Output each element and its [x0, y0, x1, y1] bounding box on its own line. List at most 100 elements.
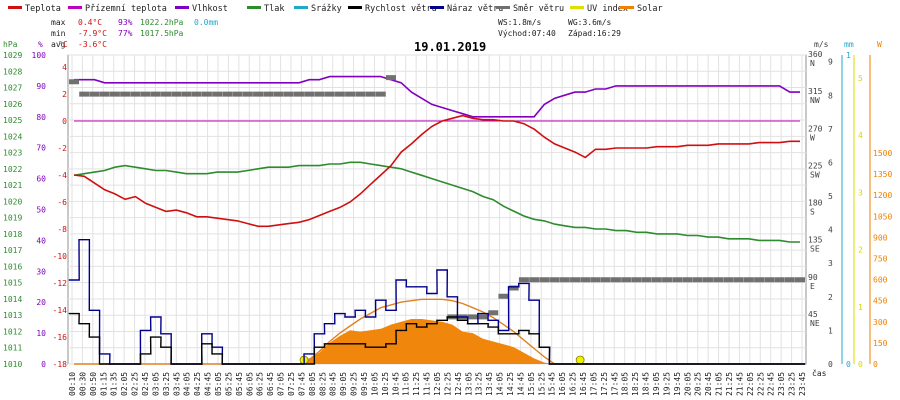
wind-dir-marker	[518, 277, 529, 283]
x-tick-label: 14:25	[506, 372, 515, 396]
temp-tick-label: -8	[57, 225, 67, 234]
wind-dir-marker	[600, 277, 611, 283]
x-tick-label: 05:05	[214, 372, 223, 396]
wind-dir-marker	[784, 277, 795, 283]
stat-min-temp: -7.9°C	[78, 29, 107, 38]
w-tick-label: 1200	[873, 191, 892, 200]
hpa-tick-label: 1023	[3, 149, 22, 158]
x-tick-label: 19:25	[662, 372, 671, 396]
mm-tick-label: 0	[846, 360, 851, 369]
x-tick-label: 01:35	[110, 372, 119, 396]
x-tick-label: 13:45	[485, 372, 494, 396]
wind-dir-marker	[651, 277, 662, 283]
stat-avg-temp: -3.6°C	[78, 40, 107, 49]
legend-item: Srážky	[311, 4, 342, 14]
wind-dir-marker	[610, 277, 621, 283]
stats-block: max 0.4°C 93% 1022.2hPa 0.0mm min -7.9°C…	[51, 18, 218, 49]
right-axes: 360N315NW270W225SW180S135SE90E45NE987654…	[808, 50, 892, 369]
temp-tick-label: -16	[53, 333, 68, 342]
stat-max-hum: 93%	[118, 18, 133, 27]
wind-dir-marker	[539, 277, 550, 283]
w-tick-label: 1500	[873, 149, 892, 158]
wind-dir-marker	[365, 91, 376, 97]
x-tick-label: 07:25	[287, 372, 296, 396]
wind-dir-marker	[723, 277, 734, 283]
legend-item: Přízemní teplota	[85, 4, 167, 14]
sunset-marker	[575, 355, 585, 365]
legend-item: Tlak	[264, 4, 284, 14]
legend-item: UV index	[587, 4, 628, 14]
mm-unit: mm	[844, 40, 854, 49]
sunset: Západ:16:29	[568, 29, 621, 38]
series-humidity	[74, 75, 800, 118]
wind-dir-marker	[253, 91, 264, 97]
pct-tick-label: 0	[41, 360, 46, 369]
wind-dir-marker	[672, 277, 683, 283]
uv-tick-label: 0	[858, 360, 863, 369]
wind-dir-marker	[621, 277, 632, 283]
legend-swatch	[8, 6, 22, 9]
wind-dir-marker	[682, 277, 693, 283]
wind-dir-marker	[161, 91, 172, 97]
x-tick-label: 22:05	[746, 372, 755, 396]
x-tick-label: 12:45	[454, 372, 463, 396]
ms-tick-label: 1	[828, 326, 833, 335]
series-solar-area	[74, 319, 800, 364]
ms-tick-label: 2	[828, 293, 833, 302]
wind-dir-marker	[212, 91, 223, 97]
dir-tick-compass: SW	[810, 170, 820, 179]
temp-tick-label: 0	[62, 117, 67, 126]
stat-min-label: min	[51, 29, 66, 38]
ms-tick-label: 9	[828, 58, 833, 67]
legend-swatch	[175, 6, 189, 9]
temp-tick-label: -12	[53, 279, 68, 288]
wind-dir-marker	[314, 91, 325, 97]
series-temperature	[73, 114, 800, 228]
x-tick-label: 05:25	[224, 372, 233, 396]
x-tick-label: 17:05	[589, 372, 598, 396]
x-tick-label: 02:25	[131, 372, 140, 396]
x-tick-label: 03:25	[162, 372, 171, 396]
x-tick-label: 06:05	[245, 372, 254, 396]
wind-dir-marker	[355, 91, 366, 97]
wind-dir-marker	[754, 277, 765, 283]
x-tick-label: 01:15	[99, 372, 108, 396]
x-tick-label: 19:45	[673, 372, 682, 396]
x-tick-label: 23:05	[777, 372, 786, 396]
wind-dir-marker	[385, 75, 396, 81]
legend-swatch	[570, 6, 584, 9]
wind-dir-marker	[488, 310, 499, 316]
wind-dir-marker	[334, 91, 345, 97]
x-tick-label: 02:45	[141, 372, 150, 396]
x-axis-unit: čas	[812, 368, 827, 378]
wind-dir-marker	[324, 91, 335, 97]
hpa-unit: hPa	[3, 40, 18, 49]
dir-tick-compass: W	[810, 133, 815, 142]
hpa-tick-label: 1022	[3, 165, 22, 174]
x-tick-label: 11:45	[423, 372, 432, 396]
dir-tick-compass: SE	[810, 245, 820, 254]
wind-dir-marker	[242, 91, 253, 97]
wind-dir-marker	[222, 91, 233, 97]
x-tick-label: 14:45	[516, 372, 525, 396]
wind-dir-marker	[508, 285, 519, 291]
stat-max-label: max	[51, 18, 66, 27]
wind-dir-marker	[79, 91, 90, 97]
legend-swatch	[68, 6, 82, 9]
wind-dir-marker	[273, 91, 284, 97]
hpa-tick-label: 1012	[3, 327, 22, 336]
x-tick-label: 10:45	[391, 372, 400, 396]
x-tick-label: 10:05	[370, 372, 379, 396]
x-tick-label: 16:45	[579, 372, 588, 396]
wind-dir-marker	[69, 79, 79, 85]
x-tick-label: 23:25	[788, 372, 797, 396]
wind-gust-max: WG:3.6m/s	[568, 18, 612, 27]
left-axes: 1010 1011 1012 1013 1014 1015 1016 1017 1018 1019…	[3, 51, 67, 369]
wind-dir-marker	[498, 293, 509, 299]
x-tick-label: 21:45	[735, 372, 744, 396]
x-tick-label: 21:25	[725, 372, 734, 396]
hpa-tick-label: 1018	[3, 230, 22, 239]
w-tick-label: 450	[873, 297, 888, 306]
mm-tick-label: 1	[846, 51, 851, 60]
x-tick-label: 16:05	[558, 372, 567, 396]
